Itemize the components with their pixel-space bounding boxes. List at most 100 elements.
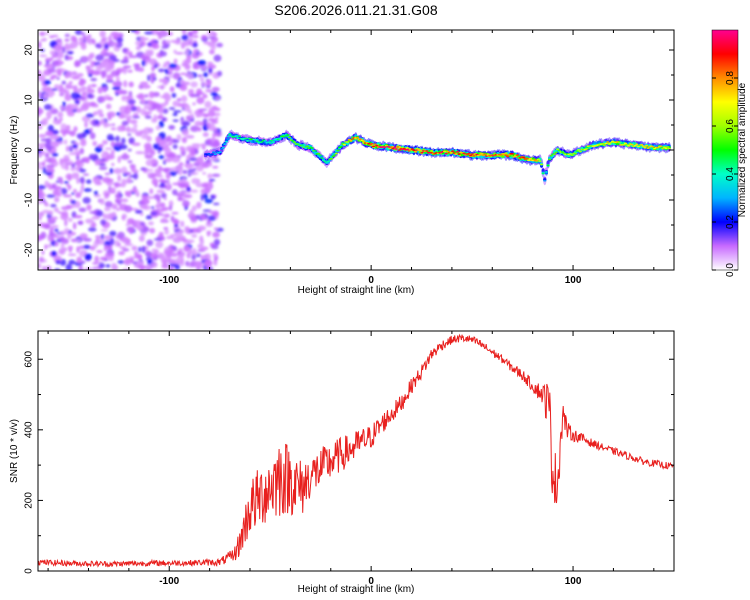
spectrogram-noise-blob	[105, 79, 114, 83]
spectrogram-noise-blob	[150, 252, 158, 259]
spectrogram-noise-blob	[63, 130, 73, 135]
spectrogram-noise-blob	[85, 113, 95, 118]
spectrogram-ridge-blob	[522, 156, 526, 159]
spectrogram-noise-blob	[100, 219, 107, 226]
spectrogram-noise-blob	[189, 93, 196, 98]
spectrogram-noise-blob	[120, 111, 124, 115]
spectrogram-noise-blob	[133, 124, 138, 128]
spectrogram-noise-blob	[145, 168, 154, 172]
spectrogram-noise-blob	[77, 221, 84, 225]
spectrogram-noise-blob	[58, 87, 67, 94]
spectrogram-ridge-blob	[392, 146, 397, 149]
spectrogram-ridge-blob	[291, 140, 295, 142]
spectrogram-noise-blob	[84, 121, 88, 128]
spectrogram-ridge-blob	[625, 143, 629, 146]
spectrogram-ridge-blob	[226, 137, 230, 141]
spectrogram-noise-blob	[195, 156, 204, 165]
snr-plot-area	[38, 333, 674, 568]
spectrogram-noise-blob	[168, 125, 176, 130]
spectrogram-noise-blob	[160, 167, 169, 172]
spectrogram-noise-blob	[113, 167, 123, 174]
spectrogram-noise-blob	[115, 135, 120, 142]
spectrogram-noise-blob	[38, 214, 43, 218]
spectrogram-noise-blob	[86, 93, 94, 99]
spectrogram-noise-blob	[50, 203, 57, 208]
spectrogram-ridge	[203, 129, 671, 186]
spectrogram-ridge-blob	[483, 153, 487, 156]
spectrogram-noise-blob	[212, 32, 218, 37]
spectrogram-noise-blob	[202, 172, 206, 175]
spectrogram-noise-blob	[144, 31, 154, 35]
snr-ytick-label: 400	[24, 421, 35, 438]
spectrogram-noise-blob	[172, 119, 179, 123]
colorbar-gradient	[712, 30, 738, 270]
spectrogram-noise-blob	[57, 176, 63, 181]
spectrogram-noise-blob	[162, 78, 169, 86]
spectrogram-noise-blob	[56, 77, 60, 80]
spectrogram-noise-blob	[139, 212, 144, 216]
spectrogram-noise-blob	[146, 239, 154, 247]
spectrogram-noise-blob	[184, 50, 190, 56]
spectrogram-noise-blob	[47, 244, 52, 248]
spectrogram-noise-blob	[196, 96, 205, 105]
spectrogram-ridge-blob	[481, 154, 486, 157]
spectrogram-noise-blob	[124, 205, 133, 213]
spectrogram-noise-blob	[147, 263, 152, 268]
spectrogram-noise-blob	[51, 183, 56, 189]
spectrogram-heatmap	[38, 30, 674, 270]
spectrogram-noise-blob	[100, 70, 107, 78]
spectrogram-noise-blob	[114, 182, 122, 188]
spectrogram-noise-blob	[54, 116, 58, 122]
spectrogram-noise-blob	[63, 139, 68, 145]
spectrogram-noise-blob	[181, 34, 189, 41]
spectrogram-noise-blob	[128, 90, 133, 98]
spectrogram-noise-blob	[144, 154, 153, 159]
spectrogram-ridge-blob	[560, 151, 565, 153]
spectrogram-noise-blob	[189, 148, 196, 157]
spectrogram-ridge-blob	[318, 154, 322, 156]
spectrogram-noise-blob	[107, 256, 114, 262]
spectrogram-noise-blob	[41, 267, 48, 270]
spectrogram-noise-blob	[182, 169, 188, 174]
spectrogram-noise-blob	[104, 206, 109, 212]
spectrogram-ytick-label: -20	[24, 242, 35, 257]
spectrogram-noise-blob	[139, 81, 149, 85]
spectrogram-noise-blob	[90, 83, 97, 88]
spectrogram-ridge-blob	[342, 143, 347, 146]
spectrogram-noise-blob	[178, 182, 188, 189]
spectrogram-noise-blob	[52, 60, 60, 66]
spectrogram-noise-blob	[63, 180, 69, 184]
spectrogram-noise-blob	[188, 89, 195, 93]
spectrogram-noise-blob	[126, 126, 130, 133]
spectrogram-noise-blob	[207, 138, 211, 146]
spectrogram-noise-blob	[78, 87, 86, 92]
spectrogram-ridge-blob	[535, 160, 539, 162]
spectrogram-noise-blob	[58, 211, 62, 214]
spectrogram-noise-blob	[179, 84, 188, 91]
spectrogram-noise-blob	[201, 184, 210, 188]
spectrogram-noise-blob	[150, 211, 158, 216]
spectrogram-ridge-blob	[347, 138, 351, 141]
spectrogram-noise-blob	[94, 255, 100, 263]
spectrogram-noise-blob	[102, 86, 107, 93]
spectrogram-noise-blob	[92, 262, 99, 265]
spectrogram-noise-blob	[154, 103, 162, 110]
spectrogram-noise-blob	[98, 158, 107, 162]
spectrogram-noise-blob	[72, 222, 77, 230]
spectrogram-noise-blob	[46, 94, 54, 98]
spectrogram-ridge-blob	[602, 144, 607, 146]
spectrogram-noise-blob	[106, 111, 116, 118]
spectrogram-ridge-blob	[355, 136, 360, 139]
spectrogram-noise-blob	[121, 178, 128, 186]
spectrogram-noise-blob	[129, 188, 139, 193]
spectrogram-ridge-blob	[329, 157, 334, 160]
spectrogram-noise-blob	[129, 227, 133, 235]
spectrogram-noise-blob	[82, 173, 90, 176]
spectrogram-noise-blob	[178, 190, 188, 194]
spectrogram-noise-blob	[62, 210, 69, 218]
spectrogram-noise-blob	[158, 30, 167, 36]
spectrogram-ridge-blob	[538, 160, 542, 162]
spectrogram-noise-blob	[102, 213, 107, 220]
spectrogram-noise-blob	[134, 191, 140, 196]
spectrogram-ridge-blob	[234, 135, 238, 137]
